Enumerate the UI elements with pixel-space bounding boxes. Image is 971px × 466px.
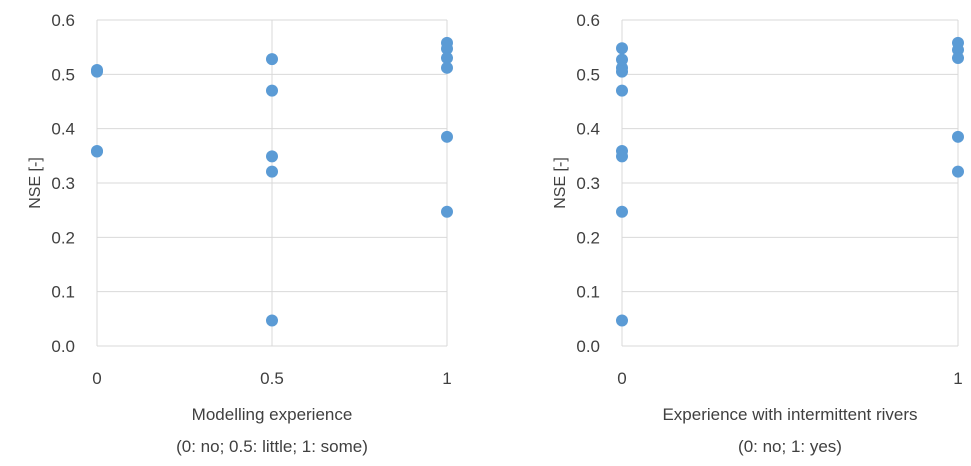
- x-tick-label: 1: [442, 369, 451, 388]
- data-point: [266, 165, 278, 178]
- x-tick-label: 1: [953, 369, 962, 388]
- scatter-chart-intermittent-rivers: 0.0 0.1 0.2 0.3 0.4 0.5 0.6 0 1 NSE [-] Experience…: [552, 11, 964, 456]
- data-point: [266, 84, 278, 97]
- y-tick-label: 0.1: [51, 283, 75, 302]
- data-point: [616, 65, 628, 78]
- y-tick-label: 0.5: [576, 65, 600, 84]
- y-tick-label: 0.1: [576, 283, 600, 302]
- y-tick-label: 0.3: [51, 174, 75, 193]
- data-point: [266, 150, 278, 163]
- scatter-chart-modelling-experience: 0.0 0.1 0.2 0.3 0.4 0.5 0.6 0 0.5 1 NSE [-] Modelli…: [27, 11, 453, 456]
- y-axis-label: NSE [-]: [552, 157, 569, 209]
- data-point: [952, 52, 964, 65]
- x-axis-label-line: (0: no; 1: yes): [738, 437, 842, 456]
- data-point: [616, 314, 628, 327]
- data-point: [616, 84, 628, 97]
- y-tick-label: 0.0: [51, 337, 75, 356]
- data-point: [441, 130, 453, 143]
- data-point: [616, 42, 628, 55]
- data-point: [616, 205, 628, 218]
- data-point: [616, 150, 628, 163]
- y-tick-label: 0.4: [51, 120, 75, 139]
- x-tick-label: 0: [92, 369, 101, 388]
- data-point: [952, 165, 964, 178]
- data-point: [266, 53, 278, 66]
- data-point: [952, 130, 964, 143]
- x-axis-label-line: Experience with intermittent rivers: [662, 405, 917, 424]
- y-tick-label: 0.3: [576, 174, 600, 193]
- x-axis-label-line: (0: no; 0.5: little; 1: some): [176, 437, 368, 456]
- data-point: [91, 145, 103, 158]
- x-tick-label: 0.5: [260, 369, 284, 388]
- x-axis-label-line: Modelling experience: [192, 405, 353, 424]
- y-tick-label: 0.6: [51, 11, 75, 30]
- data-point: [441, 42, 453, 55]
- y-tick-label: 0.0: [576, 337, 600, 356]
- data-point: [441, 61, 453, 74]
- data-point: [441, 52, 453, 65]
- y-axis-label: NSE [-]: [27, 157, 44, 209]
- y-tick-label: 0.5: [51, 65, 75, 84]
- data-point: [266, 314, 278, 327]
- data-point: [441, 205, 453, 218]
- y-tick-label: 0.4: [576, 120, 600, 139]
- data-point: [91, 65, 103, 78]
- y-tick-label: 0.6: [576, 11, 600, 30]
- x-tick-label: 0: [617, 369, 626, 388]
- y-tick-label: 0.2: [576, 228, 600, 247]
- y-tick-label: 0.2: [51, 228, 75, 247]
